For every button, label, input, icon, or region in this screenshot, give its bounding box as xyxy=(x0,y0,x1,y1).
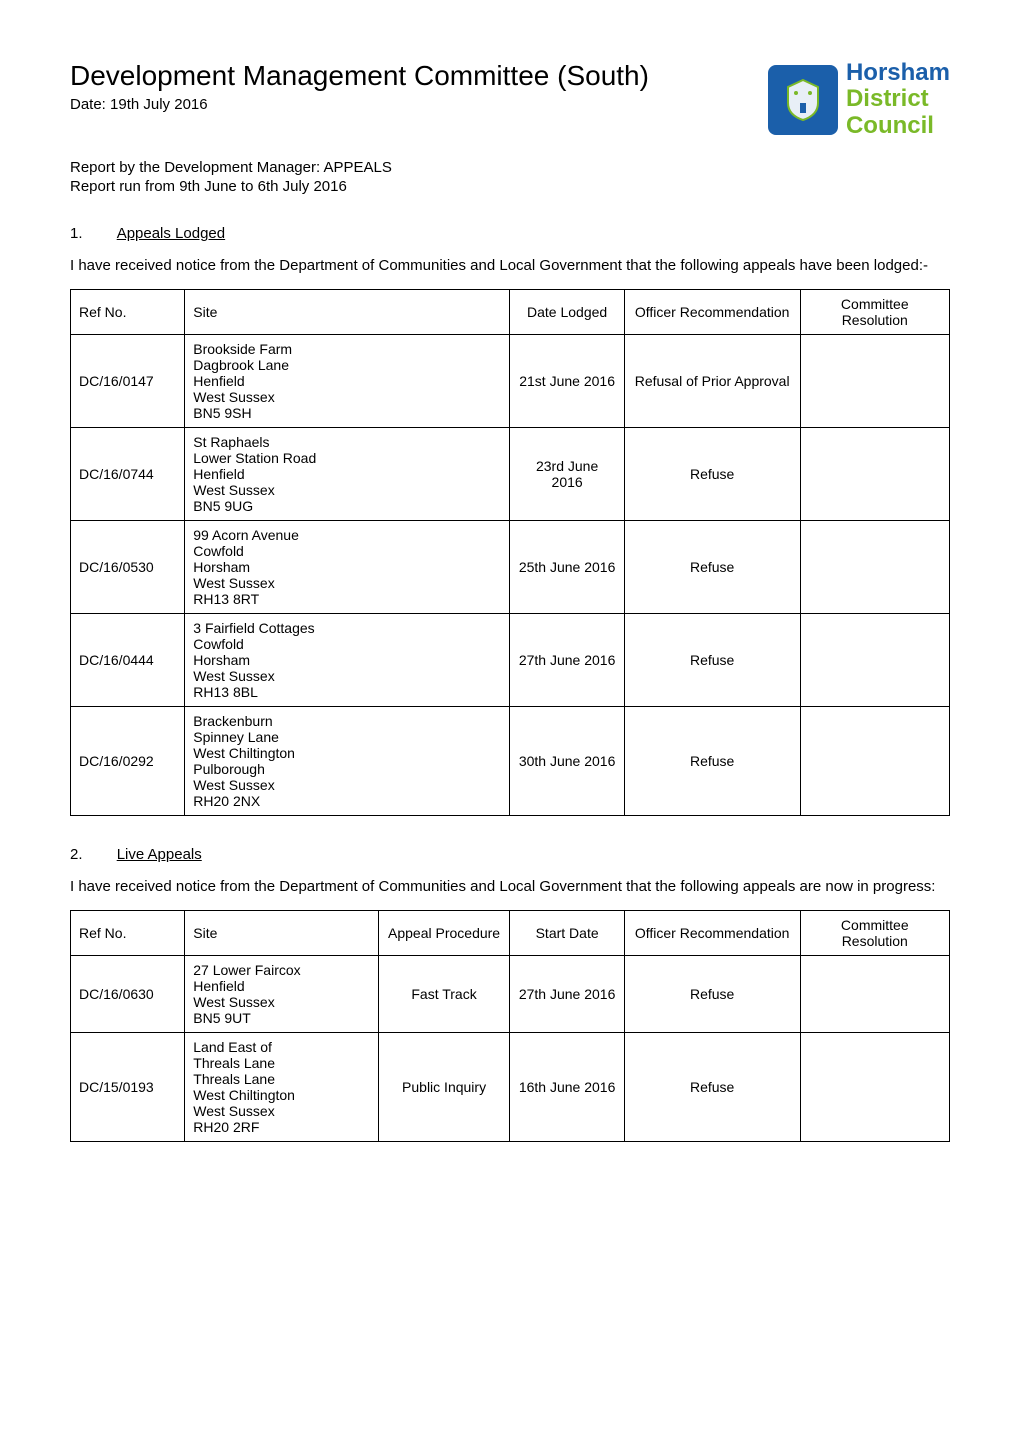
header-row: Development Management Committee (South)… xyxy=(70,60,950,139)
committee-cell xyxy=(800,614,949,707)
col-site: Site xyxy=(185,911,378,956)
section2-title: Live Appeals xyxy=(117,846,202,863)
table-row: DC/16/0630 27 Lower Faircox Henfield Wes… xyxy=(71,956,950,1033)
section1-intro: I have received notice from the Departme… xyxy=(70,257,950,274)
section2-intro: I have received notice from the Departme… xyxy=(70,878,950,895)
table-row: DC/15/0193 Land East of Threals Lane Thr… xyxy=(71,1033,950,1142)
logo-text: Horsham District Council xyxy=(846,60,950,139)
date-cell: 30th June 2016 xyxy=(510,707,624,816)
date-cell: 27th June 2016 xyxy=(510,614,624,707)
ref-cell: DC/16/0744 xyxy=(71,428,185,521)
procedure-cell: Fast Track xyxy=(378,956,510,1033)
section1-number: 1. xyxy=(70,225,83,242)
logo-line3: Council xyxy=(846,113,950,139)
committee-cell xyxy=(800,521,949,614)
date-cell: 25th June 2016 xyxy=(510,521,624,614)
site-cell: Brookside Farm Dagbrook Lane Henfield We… xyxy=(185,335,510,428)
officer-cell: Refuse xyxy=(624,707,800,816)
committee-cell xyxy=(800,707,949,816)
site-cell: 27 Lower Faircox Henfield West Sussex BN… xyxy=(185,956,378,1033)
committee-cell xyxy=(800,1033,949,1142)
table-row: DC/16/0744 St Raphaels Lower Station Roa… xyxy=(71,428,950,521)
committee-cell xyxy=(800,335,949,428)
site-cell: 99 Acorn Avenue Cowfold Horsham West Sus… xyxy=(185,521,510,614)
section1-title: Appeals Lodged xyxy=(117,225,225,242)
site-cell: 3 Fairfield Cottages Cowfold Horsham Wes… xyxy=(185,614,510,707)
council-logo: Horsham District Council xyxy=(768,60,950,139)
committee-cell xyxy=(800,428,949,521)
ref-cell: DC/15/0193 xyxy=(71,1033,185,1142)
report-run-line: Report run from 9th June to 6th July 201… xyxy=(70,178,950,195)
live-appeals-table: Ref No. Site Appeal Procedure Start Date… xyxy=(70,910,950,1142)
start-cell: 27th June 2016 xyxy=(510,956,624,1033)
ref-cell: DC/16/0147 xyxy=(71,335,185,428)
appeals-lodged-body: DC/16/0147 Brookside Farm Dagbrook Lane … xyxy=(71,335,950,816)
section1-heading: 1. Appeals Lodged xyxy=(70,225,950,242)
officer-cell: Refuse xyxy=(624,1033,800,1142)
committee-cell xyxy=(800,956,949,1033)
officer-cell: Refuse xyxy=(624,428,800,521)
report-by-line: Report by the Development Manager: APPEA… xyxy=(70,159,950,176)
col-committee: Committee Resolution xyxy=(800,290,949,335)
table-row: DC/16/0444 3 Fairfield Cottages Cowfold … xyxy=(71,614,950,707)
table-row: DC/16/0147 Brookside Farm Dagbrook Lane … xyxy=(71,335,950,428)
site-cell: St Raphaels Lower Station Road Henfield … xyxy=(185,428,510,521)
site-cell: Land East of Threals Lane Threals Lane W… xyxy=(185,1033,378,1142)
date-cell: 21st June 2016 xyxy=(510,335,624,428)
ref-cell: DC/16/0292 xyxy=(71,707,185,816)
ref-cell: DC/16/0530 xyxy=(71,521,185,614)
section2-heading: 2. Live Appeals xyxy=(70,846,950,863)
col-procedure: Appeal Procedure xyxy=(378,911,510,956)
logo-line2: District xyxy=(846,86,950,112)
officer-cell: Refusal of Prior Approval xyxy=(624,335,800,428)
officer-cell: Refuse xyxy=(624,521,800,614)
logo-line1: Horsham xyxy=(846,60,950,86)
table-row: DC/16/0292 Brackenburn Spinney Lane West… xyxy=(71,707,950,816)
main-title: Development Management Committee (South) xyxy=(70,60,768,92)
section2-number: 2. xyxy=(70,846,83,863)
col-ref: Ref No. xyxy=(71,290,185,335)
title-block: Development Management Committee (South)… xyxy=(70,60,768,113)
table-header-row: Ref No. Site Appeal Procedure Start Date… xyxy=(71,911,950,956)
col-officer: Officer Recommendation xyxy=(624,911,800,956)
ref-cell: DC/16/0444 xyxy=(71,614,185,707)
col-committee: Committee Resolution xyxy=(800,911,949,956)
officer-cell: Refuse xyxy=(624,956,800,1033)
table-header-row: Ref No. Site Date Lodged Officer Recomme… xyxy=(71,290,950,335)
col-site: Site xyxy=(185,290,510,335)
site-cell: Brackenburn Spinney Lane West Chiltingto… xyxy=(185,707,510,816)
date-cell: 23rd June 2016 xyxy=(510,428,624,521)
procedure-cell: Public Inquiry xyxy=(378,1033,510,1142)
shield-icon xyxy=(768,65,838,135)
live-appeals-body: DC/16/0630 27 Lower Faircox Henfield Wes… xyxy=(71,956,950,1142)
officer-cell: Refuse xyxy=(624,614,800,707)
appeals-lodged-table: Ref No. Site Date Lodged Officer Recomme… xyxy=(70,289,950,816)
col-date: Date Lodged xyxy=(510,290,624,335)
date-line: Date: 19th July 2016 xyxy=(70,96,768,113)
col-officer: Officer Recommendation xyxy=(624,290,800,335)
ref-cell: DC/16/0630 xyxy=(71,956,185,1033)
col-start: Start Date xyxy=(510,911,624,956)
table-row: DC/16/0530 99 Acorn Avenue Cowfold Horsh… xyxy=(71,521,950,614)
col-ref: Ref No. xyxy=(71,911,185,956)
start-cell: 16th June 2016 xyxy=(510,1033,624,1142)
